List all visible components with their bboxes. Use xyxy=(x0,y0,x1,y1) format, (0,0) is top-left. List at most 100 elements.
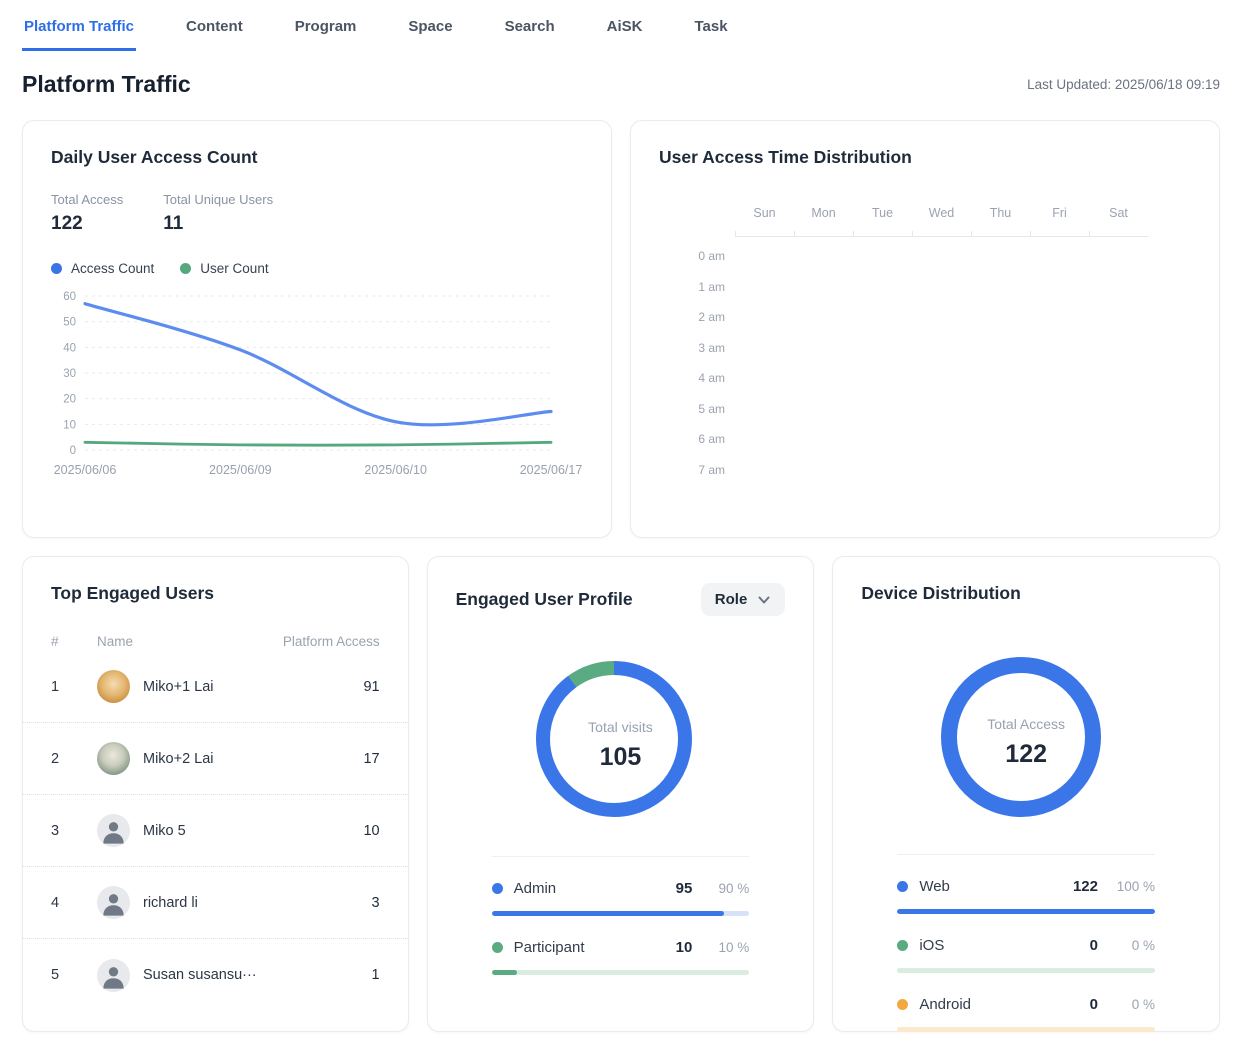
table-row[interactable]: 4 richard li 3 xyxy=(23,867,408,939)
legend-dot xyxy=(491,942,503,953)
heatmap-hour-axis: 0 am 1 am 2 am 3 am 4 am 5 am 6 am 7 am xyxy=(659,241,1191,485)
legend-bar-fill xyxy=(491,911,724,916)
heatmap-row-4-am: 4 am xyxy=(659,363,1191,394)
heatmap-hour-label: 5 am xyxy=(698,401,725,416)
stat-total-unique-users: Total Unique Users 11 xyxy=(163,192,273,235)
name-cell: richard li xyxy=(97,886,372,919)
column-name: Name xyxy=(97,634,134,649)
donut-segment-web xyxy=(941,657,1102,817)
legend-item-access-count[interactable]: Access Count xyxy=(51,261,154,276)
heatmap-row-3-am: 3 am xyxy=(659,333,1191,364)
device-legend: Web 122 100 % iOS 0 0 % Android 0 0 % xyxy=(897,878,1155,1032)
rank-cell: 4 xyxy=(51,894,60,911)
bottom-row: Top Engaged Users # Name Platform Access… xyxy=(22,556,1220,1032)
heatmap-row-2-am: 2 am xyxy=(659,302,1191,333)
heatmap-hour-label: 1 am xyxy=(698,279,725,294)
heatmap-row-0-am: 0 am xyxy=(659,241,1191,272)
top-users-rows: 1 Miko+1 Lai 91 2 Miko+2 Lai 17 3 Miko 5 10 4 rich… xyxy=(23,651,408,1011)
user-profile-legend: Admin 95 90 % Participant 10 10 % xyxy=(491,880,750,975)
legend-row-android: Android 0 0 % xyxy=(897,996,1155,1032)
top-users-card: Top Engaged Users # Name Platform Access… xyxy=(22,556,409,1032)
legend-value: 0 xyxy=(1089,996,1098,1013)
role-filter-button[interactable]: Role xyxy=(700,583,786,616)
table-row[interactable]: 5 Susan susansu··· 1 xyxy=(23,939,408,1011)
time-distribution-heatmap[interactable]: Sun Mon Tue Wed Thu Fri Sat 0 am 1 am 2 am 3 am 4 … xyxy=(659,206,1191,485)
daily-access-card: Daily User Access Count Total Access 122 T… xyxy=(22,120,612,538)
device-donut-svg xyxy=(940,656,1112,823)
legend-label: iOS xyxy=(919,937,945,954)
rank-cell: 1 xyxy=(51,678,60,695)
heatmap-row-5-am: 5 am xyxy=(659,394,1191,425)
legend-label: Web xyxy=(919,878,950,895)
legend-percent: 10 % xyxy=(718,940,750,955)
last-updated: Last Updated: 2025/06/18 09:19 xyxy=(1027,77,1220,92)
access-cell: 17 xyxy=(363,750,380,767)
tab-task[interactable]: Task xyxy=(694,18,728,35)
daily-access-chart[interactable]: 0 10 20 30 40 50 60 2025/06/06 2025/06/09 2025/06… xyxy=(51,284,583,495)
svg-text:2025/06/09: 2025/06/09 xyxy=(209,463,272,477)
line-series-access-count xyxy=(83,302,553,427)
table-row[interactable]: 1 Miko+1 Lai 91 xyxy=(23,651,408,723)
legend-dot xyxy=(897,881,909,892)
legend-row-top: Participant 10 10 % xyxy=(491,939,750,956)
legend-bar-track xyxy=(897,909,1155,914)
top-users-title: Top Engaged Users xyxy=(51,583,215,603)
heatmap-day-tue: Tue xyxy=(871,206,894,220)
name-cell: Miko 5 xyxy=(97,814,363,847)
heatmap-day-axis: Sun Mon Tue Wed Thu Fri Sat xyxy=(735,206,1148,229)
tab-search[interactable]: Search xyxy=(504,18,555,35)
name-cell: Miko+2 Lai xyxy=(97,742,363,775)
daily-access-title: Daily User Access Count xyxy=(51,147,258,167)
heatmap-hour-label: 3 am xyxy=(698,340,725,355)
heatmap-hour-label: 4 am xyxy=(698,371,725,386)
svg-text:2025/06/10: 2025/06/10 xyxy=(364,463,427,477)
access-cell: 3 xyxy=(371,894,380,911)
line-series-user-count xyxy=(83,440,553,447)
daily-access-legend: Access Count User Count xyxy=(51,261,583,276)
legend-label: Admin xyxy=(513,880,557,897)
heatmap-hour-label: 2 am xyxy=(698,310,725,325)
device-distribution-card: Device Distribution Total Access 122 Web… xyxy=(832,556,1220,1032)
role-filter-label: Role xyxy=(714,591,748,608)
legend-percent: 90 % xyxy=(718,881,750,896)
stat-value: 122 xyxy=(51,213,83,234)
svg-text:2025/06/17: 2025/06/17 xyxy=(520,463,583,477)
nav-tabs: Platform Traffic Content Program Space Searc… xyxy=(22,0,1220,51)
legend-dot xyxy=(897,940,909,951)
avatar xyxy=(97,814,130,847)
table-row[interactable]: 2 Miko+2 Lai 17 xyxy=(23,723,408,795)
top-users-table-header: # Name Platform Access xyxy=(23,634,408,649)
heatmap-day-sat: Sat xyxy=(1109,206,1128,220)
name-cell: Miko+1 Lai xyxy=(97,670,363,703)
divider xyxy=(897,854,1155,855)
tab-aisk[interactable]: AiSK xyxy=(606,18,643,35)
legend-dot xyxy=(180,263,192,274)
legend-item-user-count[interactable]: User Count xyxy=(180,261,269,276)
user-profile-header: Engaged User Profile Role xyxy=(456,583,786,616)
legend-row-ios: iOS 0 0 % xyxy=(897,937,1155,973)
legend-bar-track xyxy=(897,968,1155,973)
device-donut[interactable]: Total Access 122 xyxy=(940,656,1112,828)
avatar xyxy=(97,742,130,775)
legend-label: User Count xyxy=(200,261,269,276)
tab-program[interactable]: Program xyxy=(294,18,357,35)
name-cell: Susan susansu··· xyxy=(97,958,372,992)
legend-value: 10 xyxy=(675,939,693,956)
legend-dot xyxy=(491,883,503,894)
tab-platform-traffic[interactable]: Platform Traffic xyxy=(22,16,137,51)
legend-bar-track xyxy=(491,970,750,975)
legend-value: 0 xyxy=(1089,937,1098,954)
tab-content[interactable]: Content xyxy=(186,18,243,35)
table-row[interactable]: 3 Miko 5 10 xyxy=(23,795,408,867)
legend-bar-track xyxy=(491,911,750,916)
legend-dot xyxy=(51,263,62,274)
user-name: Miko+2 Lai xyxy=(143,750,214,767)
user-profile-donut[interactable]: Total visits 105 xyxy=(535,660,705,830)
tab-space[interactable]: Space xyxy=(408,18,453,35)
donut-segment-admin xyxy=(536,661,693,817)
user-name: Susan susansu··· xyxy=(143,967,257,983)
heatmap-hour-label: 6 am xyxy=(698,432,725,447)
access-cell: 1 xyxy=(371,967,380,983)
legend-bar-track xyxy=(897,1027,1155,1032)
